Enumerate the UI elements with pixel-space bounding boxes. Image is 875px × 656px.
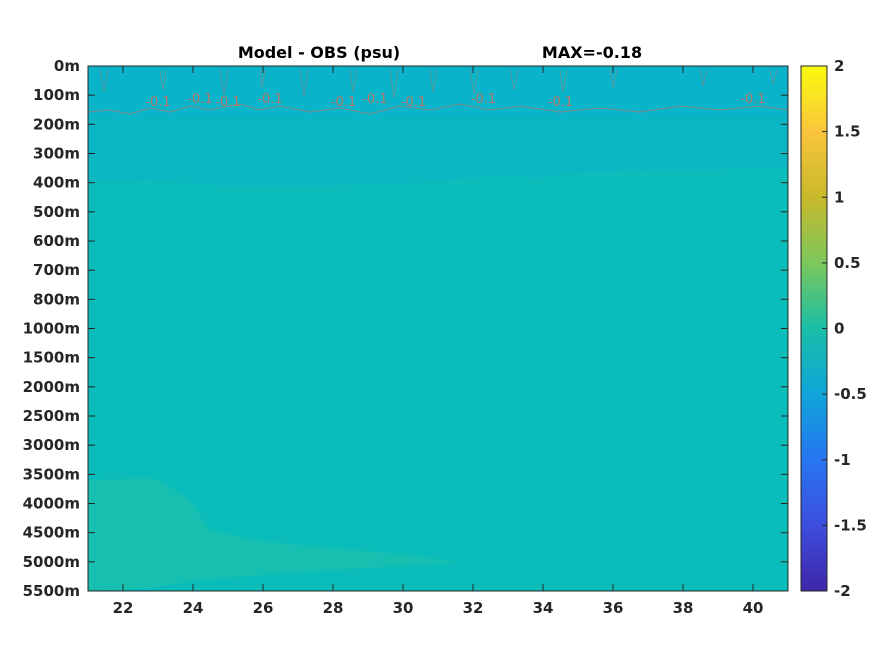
y-tick-label: 600m bbox=[33, 232, 80, 250]
contour-label: -0.1 bbox=[362, 92, 387, 107]
y-axis: 0m 100m 200m 300m 400m 500m 600m 700m 800m 1000m 1… bbox=[23, 57, 788, 600]
contour-wiggles bbox=[99, 69, 778, 99]
mid-band bbox=[88, 148, 788, 186]
y-tick-label: 1500m bbox=[23, 349, 80, 367]
y-tick-label: 4000m bbox=[23, 495, 80, 513]
colorbar-tick-label: -0.5 bbox=[834, 385, 867, 403]
x-tick-label: 34 bbox=[533, 599, 554, 617]
x-tick-label: 36 bbox=[603, 599, 624, 617]
y-tick-label: 4500m bbox=[23, 524, 80, 542]
chart-title: Model - OBS (psu) bbox=[238, 43, 400, 62]
y-tick-label: 2500m bbox=[23, 407, 80, 425]
colorbar-tick-label: 1 bbox=[834, 188, 844, 206]
y-tick-label: 200m bbox=[33, 115, 80, 133]
colorbar-tick-label: 1.5 bbox=[834, 123, 861, 141]
y-tick-label: 500m bbox=[33, 203, 80, 221]
colorbar-tick-label: 0 bbox=[834, 320, 844, 338]
y-tick-label: 5500m bbox=[23, 582, 80, 600]
contour-label: -0.1 bbox=[187, 92, 212, 107]
contour-label: -0.1 bbox=[401, 95, 426, 110]
x-tick-label: 30 bbox=[393, 599, 414, 617]
x-tick-label: 38 bbox=[673, 599, 694, 617]
y-tick-label: 2000m bbox=[23, 378, 80, 396]
x-tick-label: 28 bbox=[323, 599, 344, 617]
y-tick-label: 0m bbox=[54, 57, 80, 75]
colorbar: 2 1.5 1 0.5 0 -0.5 -1 -1.5 -2 bbox=[800, 57, 867, 600]
contour-label: -0.1 bbox=[145, 95, 170, 110]
colorbar-ticks: 2 1.5 1 0.5 0 -0.5 -1 -1.5 -2 bbox=[822, 57, 867, 600]
y-tick-label: 3000m bbox=[23, 436, 80, 454]
x-tick-label: 26 bbox=[253, 599, 274, 617]
plot-area: -0.1 -0.1 -0.1 -0.1 -0.1 -0.1 -0.1 -0.1 -0.1 -0.1 bbox=[87, 65, 789, 592]
y-tick-label: 300m bbox=[33, 145, 80, 163]
upper-band bbox=[88, 116, 788, 156]
x-tick-label: 32 bbox=[463, 599, 484, 617]
x-axis: 22 24 26 28 30 32 34 36 38 40 bbox=[113, 66, 764, 617]
colorbar-tick-label: 0.5 bbox=[834, 254, 861, 272]
colorbar-tick-label: -1.5 bbox=[834, 516, 867, 534]
contour-label: -0.1 bbox=[548, 95, 573, 110]
contour-line bbox=[87, 103, 789, 115]
y-tick-label: 800m bbox=[33, 290, 80, 308]
contour-label: -0.1 bbox=[740, 92, 765, 107]
chart-subtitle: MAX=-0.18 bbox=[542, 43, 642, 62]
x-tick-label: 40 bbox=[743, 599, 764, 617]
y-tick-label: 1000m bbox=[23, 320, 80, 338]
contour-label: -0.1 bbox=[257, 92, 282, 107]
y-tick-label: 100m bbox=[33, 86, 80, 104]
colorbar-tick-label: 2 bbox=[834, 57, 844, 75]
colorbar-tick-label: -2 bbox=[834, 582, 851, 600]
contour-label: -0.1 bbox=[471, 92, 496, 107]
x-tick-label: 22 bbox=[113, 599, 134, 617]
contour-label: -0.1 bbox=[331, 95, 356, 110]
contour-label: -0.1 bbox=[215, 95, 240, 110]
x-tick-label: 24 bbox=[183, 599, 204, 617]
deep-patch bbox=[88, 478, 460, 591]
y-tick-label: 700m bbox=[33, 261, 80, 279]
y-tick-label: 400m bbox=[33, 174, 80, 192]
y-tick-label: 3500m bbox=[23, 465, 80, 483]
colorbar-tick-label: -1 bbox=[834, 451, 851, 469]
contour-labels: -0.1 -0.1 -0.1 -0.1 -0.1 -0.1 -0.1 -0.1 -0.1 -0.1 bbox=[145, 92, 765, 110]
y-tick-label: 5000m bbox=[23, 553, 80, 571]
